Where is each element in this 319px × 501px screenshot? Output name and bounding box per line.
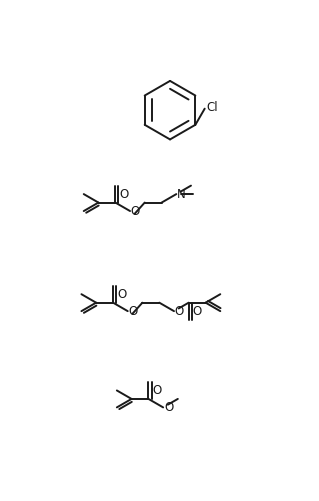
Text: N: N <box>176 187 185 200</box>
Text: O: O <box>152 384 161 397</box>
Text: Cl: Cl <box>207 101 218 114</box>
Text: O: O <box>175 305 184 318</box>
Text: O: O <box>117 288 126 301</box>
Text: O: O <box>164 401 173 414</box>
Text: O: O <box>131 204 140 217</box>
Text: O: O <box>193 305 202 318</box>
Text: O: O <box>129 305 138 318</box>
Text: O: O <box>119 187 129 200</box>
